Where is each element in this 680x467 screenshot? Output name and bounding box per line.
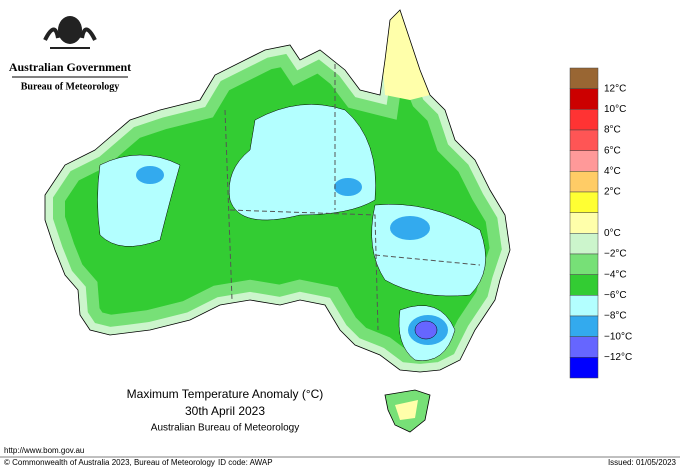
legend-swatch: [569, 315, 599, 337]
coat-of-arms: [43, 16, 97, 49]
legend-swatch: [569, 191, 599, 213]
legend-label: 8°C: [604, 125, 621, 136]
legend-swatch: [569, 357, 599, 379]
government-name: Australian Government: [9, 60, 131, 74]
legend: 12°C 10°C 8°C 6°C 4°C 2°C 0°C −2°C −4°C −6°C −8°C −…: [569, 67, 632, 379]
legend-label: −10°C: [604, 331, 632, 342]
map-date: 30th April 2023: [185, 404, 265, 418]
tasmania-zone: [395, 400, 418, 420]
legend-label: 2°C: [604, 187, 621, 198]
legend-swatch: [569, 233, 599, 255]
legend-swatch: [569, 171, 599, 193]
legend-label: 6°C: [604, 145, 621, 156]
legend-swatch: [569, 88, 599, 110]
map-title: Maximum Temperature Anomaly (°C): [127, 387, 324, 401]
legend-label: 4°C: [604, 166, 621, 177]
legend-swatch: [569, 212, 599, 234]
issued: Issued: 01/05/2023: [608, 458, 677, 467]
map-source: Australian Bureau of Meteorology: [151, 423, 299, 434]
legend-swatch: [569, 150, 599, 172]
legend-swatch: [569, 253, 599, 275]
url: http://www.bom.gov.au: [4, 446, 84, 455]
legend-label: −6°C: [604, 290, 627, 301]
legend-label: 0°C: [604, 228, 621, 239]
legend-swatch: [569, 129, 599, 151]
agency-name: Bureau of Meteorology: [21, 81, 120, 92]
legend-swatch: [569, 336, 599, 358]
legend-swatch: [569, 295, 599, 317]
legend-label: −12°C: [604, 352, 632, 363]
copyright: © Commonwealth of Australia 2023, Bureau…: [4, 458, 215, 467]
legend-label: −8°C: [604, 311, 627, 322]
legend-swatch: [569, 274, 599, 296]
legend-label: 10°C: [604, 104, 626, 115]
id-code: ID code: AWAP: [218, 458, 273, 467]
legend-label: −4°C: [604, 269, 627, 280]
legend-label: −2°C: [604, 249, 627, 260]
legend-label: 12°C: [604, 83, 626, 94]
legend-swatch: [569, 109, 599, 131]
legend-swatch: [569, 67, 599, 89]
